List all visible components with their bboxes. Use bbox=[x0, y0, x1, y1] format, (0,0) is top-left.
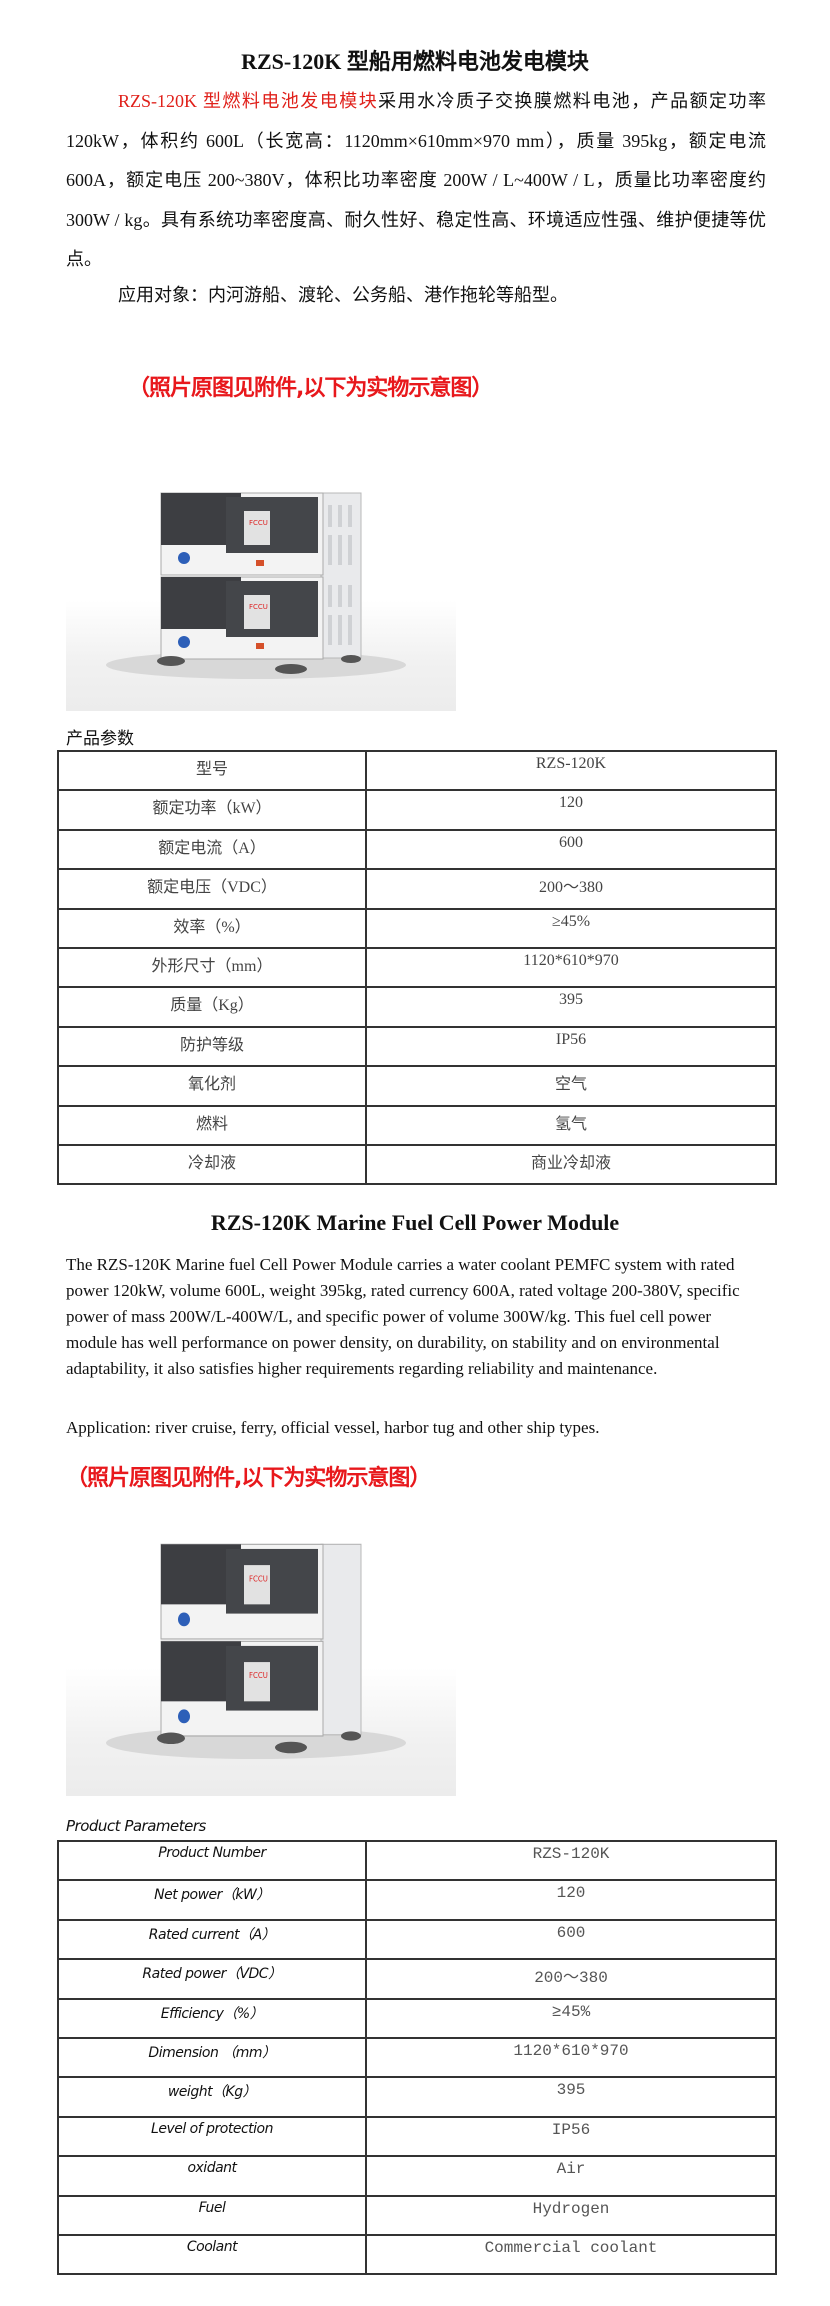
fuel-cell-module-image: FCCU FCCU bbox=[106, 1543, 406, 1760]
photo-note-en: （照片原图见附件,以下为实物示意图） bbox=[66, 1466, 431, 1491]
param-value: RZS-120K bbox=[365, 1839, 777, 1882]
param-value: 200～380 bbox=[365, 1958, 777, 2000]
photo-note-zh: （照片原图见附件,以下为实物示意图） bbox=[128, 376, 493, 401]
param-label: 防护等级 bbox=[57, 1025, 367, 1068]
param-value: 600 bbox=[365, 828, 777, 871]
table-row: Coolant Commercial coolant bbox=[57, 2233, 777, 2276]
table-row: Efficiency（%） ≥45% bbox=[57, 1997, 777, 2039]
description-en: The RZS-120K Marine fuel Cell Power Modu… bbox=[66, 1255, 740, 1378]
param-label: 效率（%） bbox=[57, 907, 367, 949]
param-label: Coolant bbox=[57, 2233, 367, 2276]
param-value: 商业冷却液 bbox=[365, 1143, 777, 1186]
table-row: Rated current（A） 600 bbox=[57, 1918, 777, 1961]
table-row: Net power（kW） 120 bbox=[57, 1879, 777, 1921]
param-value: ≥45% bbox=[365, 907, 777, 949]
param-value: Air bbox=[365, 2155, 777, 2197]
svg-text:FCCU: FCCU bbox=[249, 603, 268, 611]
table-row: 额定功率（kW） 120 bbox=[57, 789, 777, 831]
param-label: Net power（kW） bbox=[57, 1879, 367, 1921]
table-row: 氧化剂 空气 bbox=[57, 1065, 777, 1107]
param-label: oxidant bbox=[57, 2155, 367, 2197]
param-value: Commercial coolant bbox=[365, 2233, 777, 2276]
param-value: 200～380 bbox=[365, 868, 777, 910]
param-label: Dimension （mm） bbox=[57, 2036, 367, 2079]
param-label: weight（Kg） bbox=[57, 2076, 367, 2118]
params-table-zh: 型号 RZS-120K 额定功率（kW） 120 额定电流（A） 600 额定电压（VDC）… bbox=[57, 749, 777, 1186]
page-title-zh: RZS-120K 型船用燃料电池发电模块 bbox=[241, 49, 589, 74]
param-value: 395 bbox=[365, 986, 777, 1028]
svg-text:FCCU: FCCU bbox=[249, 1574, 268, 1584]
param-value: 氢气 bbox=[365, 1104, 777, 1146]
table-row: 额定电流（A） 600 bbox=[57, 828, 777, 871]
intro-text: 采用水冷质子交换膜燃料电池，产品额定功率 120kW，体积约 600L（长宽高：… bbox=[66, 91, 766, 269]
param-value: 120 bbox=[365, 789, 777, 831]
intro-highlight: RZS-120K 型燃料电池发电模块 bbox=[118, 91, 379, 111]
param-label: 冷却液 bbox=[57, 1143, 367, 1186]
param-value: 1120*610*970 bbox=[365, 946, 777, 989]
param-label: 外形尺寸（mm） bbox=[57, 946, 367, 989]
param-label: 额定功率（kW） bbox=[57, 789, 367, 831]
table-row: 效率（%） ≥45% bbox=[57, 907, 777, 949]
table-row: 额定电压（VDC） 200～380 bbox=[57, 868, 777, 910]
param-value: Hydrogen bbox=[365, 2194, 777, 2236]
svg-text:FCCU: FCCU bbox=[249, 1671, 268, 1681]
param-value: 1120*610*970 bbox=[365, 2036, 777, 2079]
param-label: Rated power（VDC） bbox=[57, 1958, 367, 2000]
product-photo-zh: FCCU FCCU bbox=[66, 465, 456, 711]
param-label: 额定电流（A） bbox=[57, 828, 367, 871]
table-row: Product Number RZS-120K bbox=[57, 1839, 777, 1882]
table-caption-zh: 产品参数 bbox=[66, 729, 134, 748]
table-row: 外形尺寸（mm） 1120*610*970 bbox=[57, 946, 777, 989]
param-label: 型号 bbox=[57, 749, 367, 792]
table-row: 燃料 氢气 bbox=[57, 1104, 777, 1146]
table-row: weight（Kg） 395 bbox=[57, 2076, 777, 2118]
param-label: Efficiency（%） bbox=[57, 1997, 367, 2039]
application-en: Application: river cruise, ferry, offici… bbox=[66, 1418, 600, 1437]
table-row: 防护等级 IP56 bbox=[57, 1025, 777, 1068]
param-label: 氧化剂 bbox=[57, 1065, 367, 1107]
param-value: ≥45% bbox=[365, 1997, 777, 2039]
param-label: 质量（Kg） bbox=[57, 986, 367, 1028]
param-value: IP56 bbox=[365, 2115, 777, 2158]
params-table-en: Product Number RZS-120K Net power（kW） 120 Ra… bbox=[57, 1839, 777, 2276]
param-label: Rated current（A） bbox=[57, 1918, 367, 1961]
param-label: 额定电压（VDC） bbox=[57, 868, 367, 910]
param-label: Level of protection bbox=[57, 2115, 367, 2158]
table-row: oxidant Air bbox=[57, 2155, 777, 2197]
table-row: Dimension （mm） 1120*610*970 bbox=[57, 2036, 777, 2079]
param-label: 燃料 bbox=[57, 1104, 367, 1146]
table-caption-en: Product Parameters bbox=[66, 1817, 206, 1835]
param-value: RZS-120K bbox=[365, 749, 777, 792]
param-value: IP56 bbox=[365, 1025, 777, 1068]
param-label: Fuel bbox=[57, 2194, 367, 2236]
table-row: 冷却液 商业冷却液 bbox=[57, 1143, 777, 1186]
intro-paragraph-zh: RZS-120K 型燃料电池发电模块采用水冷质子交换膜燃料电池，产品额定功率 1… bbox=[66, 82, 766, 280]
product-photo-en: FCCU FCCU bbox=[66, 1512, 456, 1796]
fuel-cell-module-image: FCCU FCCU bbox=[106, 492, 406, 679]
table-row: Level of protection IP56 bbox=[57, 2115, 777, 2158]
param-label: Product Number bbox=[57, 1839, 367, 1882]
page-title-en: RZS-120K Marine Fuel Cell Power Module bbox=[210, 1210, 620, 1235]
param-value: 空气 bbox=[365, 1065, 777, 1107]
table-row: 质量（Kg） 395 bbox=[57, 986, 777, 1028]
table-row: Rated power（VDC） 200～380 bbox=[57, 1958, 777, 2000]
table-row: Fuel Hydrogen bbox=[57, 2194, 777, 2236]
table-row: 型号 RZS-120K bbox=[57, 749, 777, 792]
param-value: 120 bbox=[365, 1879, 777, 1921]
svg-text:FCCU: FCCU bbox=[249, 519, 268, 527]
application-zh: 应用对象：内河游船、渡轮、公务船、港作拖轮等船型。 bbox=[118, 285, 568, 305]
param-value: 395 bbox=[365, 2076, 777, 2118]
param-value: 600 bbox=[365, 1918, 777, 1961]
